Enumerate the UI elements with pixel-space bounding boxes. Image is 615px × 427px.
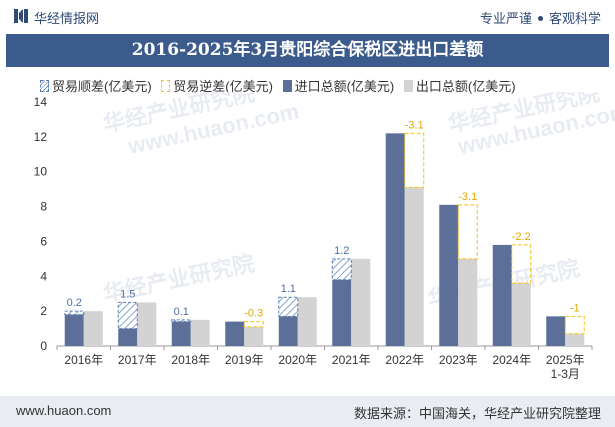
- export-bar: [404, 187, 424, 346]
- surplus-box: [278, 296, 299, 317]
- export-bar: [565, 333, 585, 346]
- y-tick-label: 2: [40, 304, 47, 318]
- import-bar: [546, 316, 566, 346]
- x-tick-label: 2025年: [546, 353, 585, 367]
- surplus-box: [331, 258, 352, 281]
- export-bar: [297, 297, 317, 346]
- surplus-box: [64, 310, 85, 316]
- import-bar: [118, 328, 138, 346]
- x-tick-label: 2016年: [64, 353, 103, 367]
- deficit-swatch-icon: [161, 80, 171, 92]
- import-bar: [492, 244, 512, 346]
- legend-label-deficit: 贸易逆差(亿美元): [173, 79, 273, 94]
- balance-data-label: 1.1: [281, 283, 296, 295]
- deficit-box: [457, 204, 478, 260]
- x-tick-label: 2022年: [385, 353, 424, 367]
- footer-bar: www.huaon.com 数据来源：中国海关，华经产业研究院整理: [0, 396, 615, 427]
- chart-title: 2016-2025年3月贵阳综合保税区进出口差额: [6, 34, 609, 67]
- legend-label-import: 进口总额(亿美元): [294, 79, 395, 94]
- legend-item-deficit: 贸易逆差(亿美元): [161, 76, 273, 95]
- y-tick-label: 0: [40, 339, 47, 353]
- surplus-box: [171, 319, 192, 323]
- deficit-box: [243, 321, 264, 328]
- balance-data-label: 1.2: [334, 245, 349, 257]
- surplus-swatch-icon: [40, 80, 49, 92]
- footer-source: 数据来源：中国海关，华经产业研究院整理: [353, 406, 601, 421]
- slogan: 专业严谨 客观科学: [480, 8, 601, 27]
- brand-name: 华经情报网: [34, 11, 100, 26]
- import-bar: [225, 321, 245, 346]
- deficit-box: [511, 244, 532, 284]
- x-tick-label: 2023年: [439, 353, 478, 367]
- y-tick-label: 4: [40, 269, 47, 283]
- x-tick-label: 2017年: [118, 353, 157, 367]
- deficit-box: [404, 132, 425, 188]
- bar-chart: 华经产业研究院华经产业研究院华经产业研究院华经产业研究院www.huaon.co…: [34, 92, 615, 381]
- balance-data-label: -2.2: [512, 231, 531, 243]
- slogan-left: 专业严谨: [479, 11, 532, 26]
- import-bar: [332, 279, 352, 346]
- export-bar: [511, 283, 531, 346]
- x-tick-label: 1-3月: [551, 367, 580, 381]
- import-swatch-icon: [282, 80, 292, 92]
- import-bar: [439, 204, 459, 346]
- top-bar: 华经情报网 专业严谨 客观科学: [0, 0, 615, 32]
- export-bar: [190, 319, 210, 346]
- export-bar: [137, 302, 157, 346]
- balance-data-label: 0.2: [67, 297, 82, 309]
- surplus-box: [117, 301, 138, 330]
- huajing-logo-icon: [14, 9, 28, 23]
- legend-label-surplus: 贸易顺差(亿美元): [52, 79, 152, 94]
- y-tick-label: 8: [40, 200, 47, 214]
- x-tick-label: 2021年: [332, 353, 371, 367]
- import-bar: [64, 314, 84, 346]
- y-tick-label: 10: [34, 165, 48, 179]
- export-swatch-icon: [403, 80, 413, 92]
- export-bar: [244, 326, 264, 346]
- slogan-right: 客观科学: [548, 11, 601, 26]
- dot-separator-icon: [537, 16, 543, 22]
- balance-data-label: -3.1: [405, 119, 424, 131]
- export-bar: [458, 258, 478, 346]
- import-bar: [385, 133, 405, 346]
- legend-item-surplus: 贸易顺差(亿美元): [40, 76, 152, 95]
- import-bar: [171, 321, 191, 346]
- balance-data-label: 1.5: [120, 288, 135, 300]
- export-bar: [83, 311, 103, 346]
- balance-data-label: -1: [570, 302, 580, 314]
- chart-legend: 贸易顺差(亿美元) 贸易逆差(亿美元) 进口总额(亿美元) 出口总额(亿美元): [40, 76, 600, 95]
- legend-label-export: 出口总额(亿美元): [415, 79, 516, 94]
- balance-data-label: -3.1: [458, 191, 477, 203]
- import-bar: [278, 316, 298, 346]
- balance-data-label: 0.1: [174, 306, 189, 318]
- y-tick-label: 14: [34, 95, 48, 109]
- export-bar: [351, 258, 371, 346]
- x-tick-label: 2024年: [492, 353, 531, 367]
- balance-data-label: -0.3: [244, 308, 263, 320]
- y-tick-label: 6: [40, 234, 47, 248]
- x-tick-label: 2018年: [171, 353, 210, 367]
- footer-url: www.huaon.com: [16, 403, 112, 418]
- y-tick-label: 12: [34, 130, 48, 144]
- legend-item-import: 进口总额(亿美元): [282, 76, 395, 95]
- deficit-box: [564, 315, 585, 335]
- x-tick-label: 2019年: [225, 353, 264, 367]
- x-tick-label: 2020年: [278, 353, 317, 367]
- legend-item-export: 出口总额(亿美元): [403, 76, 516, 95]
